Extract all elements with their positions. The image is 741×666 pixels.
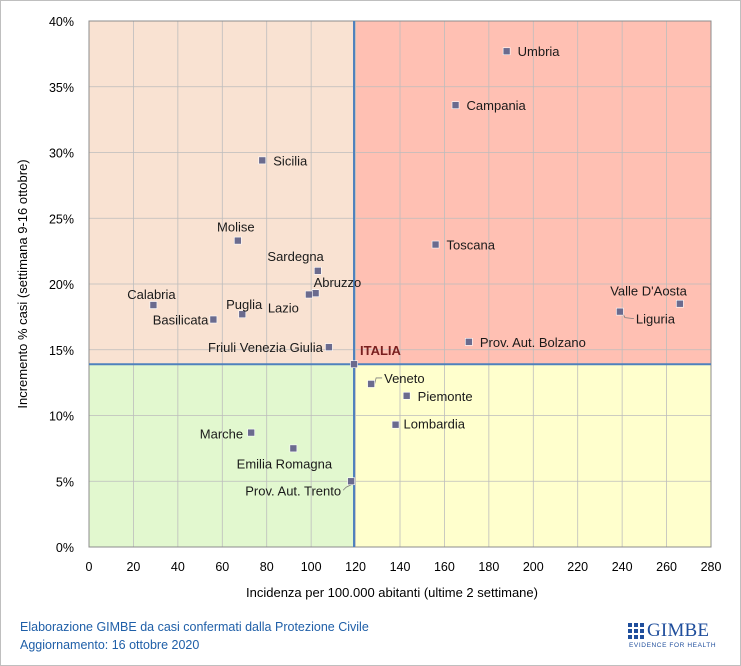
point-marker-calabria <box>149 301 158 309</box>
x-tick-label: 200 <box>523 560 544 574</box>
point-marker-friuli-venezia-giulia <box>325 343 333 351</box>
point-marker-lazio <box>305 290 313 299</box>
y-axis-label: Incremento % casi (settimana 9-16 ottobr… <box>15 159 30 408</box>
x-axis-label: Incidenza per 100.000 abitanti (ultime 2… <box>246 585 538 600</box>
point-label-umbria: Umbria <box>518 44 561 59</box>
point-label-prov-aut-trento: Prov. Aut. Trento <box>245 483 341 498</box>
logo-name: GIMBE <box>647 620 710 641</box>
point-marker-liguria <box>616 307 624 316</box>
point-label-valle-d-aosta: Valle D'Aosta <box>610 284 687 299</box>
x-tick-label: 260 <box>656 560 677 574</box>
point-label-friuli-venezia-giulia: Friuli Venezia Giulia <box>208 340 324 355</box>
point-label-italia: ITALIA <box>360 343 402 358</box>
point-marker-sicilia <box>258 156 267 165</box>
y-tick-label: 0% <box>56 541 74 555</box>
point-marker-abruzzo <box>311 289 320 298</box>
point-marker-veneto <box>367 380 375 388</box>
point-label-lazio: Lazio <box>268 301 299 316</box>
footer-update: Aggiornamento: 16 ottobre 2020 <box>20 638 200 652</box>
point-marker-umbria <box>502 47 511 56</box>
x-tick-label: 20 <box>126 560 140 574</box>
y-tick-label: 10% <box>49 410 74 424</box>
x-tick-label: 60 <box>215 560 229 574</box>
scatter-chart: 0 20 40 60 80 100 120 140 160 180 200 220 240 260 280 0… <box>15 15 722 600</box>
point-label-emilia-romagna: Emilia Romagna <box>237 456 333 471</box>
point-marker-molise <box>234 236 242 245</box>
y-tick-label: 40% <box>49 15 74 29</box>
x-tick-label: 140 <box>390 560 411 574</box>
point-label-veneto: Veneto <box>384 371 425 386</box>
y-tick-label: 30% <box>49 147 74 161</box>
point-marker-toscana <box>431 240 440 249</box>
point-label-abruzzo: Abruzzo <box>314 275 362 290</box>
point-marker-prov-aut-trento <box>347 477 355 486</box>
y-tick-label: 15% <box>49 344 74 358</box>
x-tick-label: 220 <box>567 560 588 574</box>
point-label-campania: Campania <box>467 98 527 113</box>
y-tick-label: 25% <box>49 212 74 226</box>
point-label-sicilia: Sicilia <box>273 153 308 168</box>
point-marker-valle-d-aosta <box>676 299 684 308</box>
plot-area-border <box>88 20 712 548</box>
y-tick-label: 20% <box>49 278 74 292</box>
x-tick-label: 0 <box>86 560 93 574</box>
y-tick-label: 5% <box>56 475 74 489</box>
gimbe-logo: GIMBE EVIDENCE FOR HEALTH <box>628 620 718 655</box>
quadrant-top-right <box>354 21 711 365</box>
x-tick-label: 280 <box>701 560 722 574</box>
point-label-liguria: Liguria <box>636 312 676 327</box>
gimbe-grid-icon <box>628 623 644 639</box>
x-tick-label: 120 <box>345 560 366 574</box>
point-marker-italia <box>350 360 358 369</box>
point-marker-campania <box>451 101 460 109</box>
y-tick-label: 35% <box>49 81 74 95</box>
point-marker-basilicata <box>209 315 218 324</box>
x-tick-label: 160 <box>434 560 455 574</box>
point-label-marche: Marche <box>200 427 243 442</box>
point-label-toscana: Toscana <box>447 238 496 253</box>
point-marker-piemonte <box>402 391 411 400</box>
point-marker-puglia <box>238 310 247 319</box>
point-marker-prov-aut-bolzano <box>465 338 473 346</box>
point-label-sardegna: Sardegna <box>267 249 324 264</box>
point-marker-sardegna <box>314 267 322 275</box>
point-marker-emilia-romagna <box>289 444 298 453</box>
x-tick-label: 100 <box>301 560 322 574</box>
point-marker-marche <box>247 428 255 437</box>
point-label-piemonte: Piemonte <box>418 389 473 404</box>
point-label-basilicata: Basilicata <box>153 313 209 328</box>
quadrant-bottom-right <box>354 364 711 547</box>
point-label-puglia: Puglia <box>226 297 263 312</box>
point-label-molise: Molise <box>217 220 255 235</box>
x-tick-label: 80 <box>260 560 274 574</box>
footer-source: Elaborazione GIMBE da casi confermati da… <box>20 620 369 634</box>
logo-tagline: EVIDENCE FOR HEALTH <box>629 642 717 649</box>
x-tick-label: 40 <box>171 560 185 574</box>
x-tick-label: 180 <box>478 560 499 574</box>
quadrant-top-left <box>89 21 355 365</box>
footer-note: Elaborazione GIMBE da casi confermati da… <box>20 618 369 654</box>
point-label-prov-aut-bolzano: Prov. Aut. Bolzano <box>480 335 586 350</box>
x-tick-label: 240 <box>612 560 633 574</box>
point-marker-lombardia <box>391 420 400 429</box>
point-label-lombardia: Lombardia <box>404 417 466 432</box>
point-label-calabria: Calabria <box>127 287 176 302</box>
